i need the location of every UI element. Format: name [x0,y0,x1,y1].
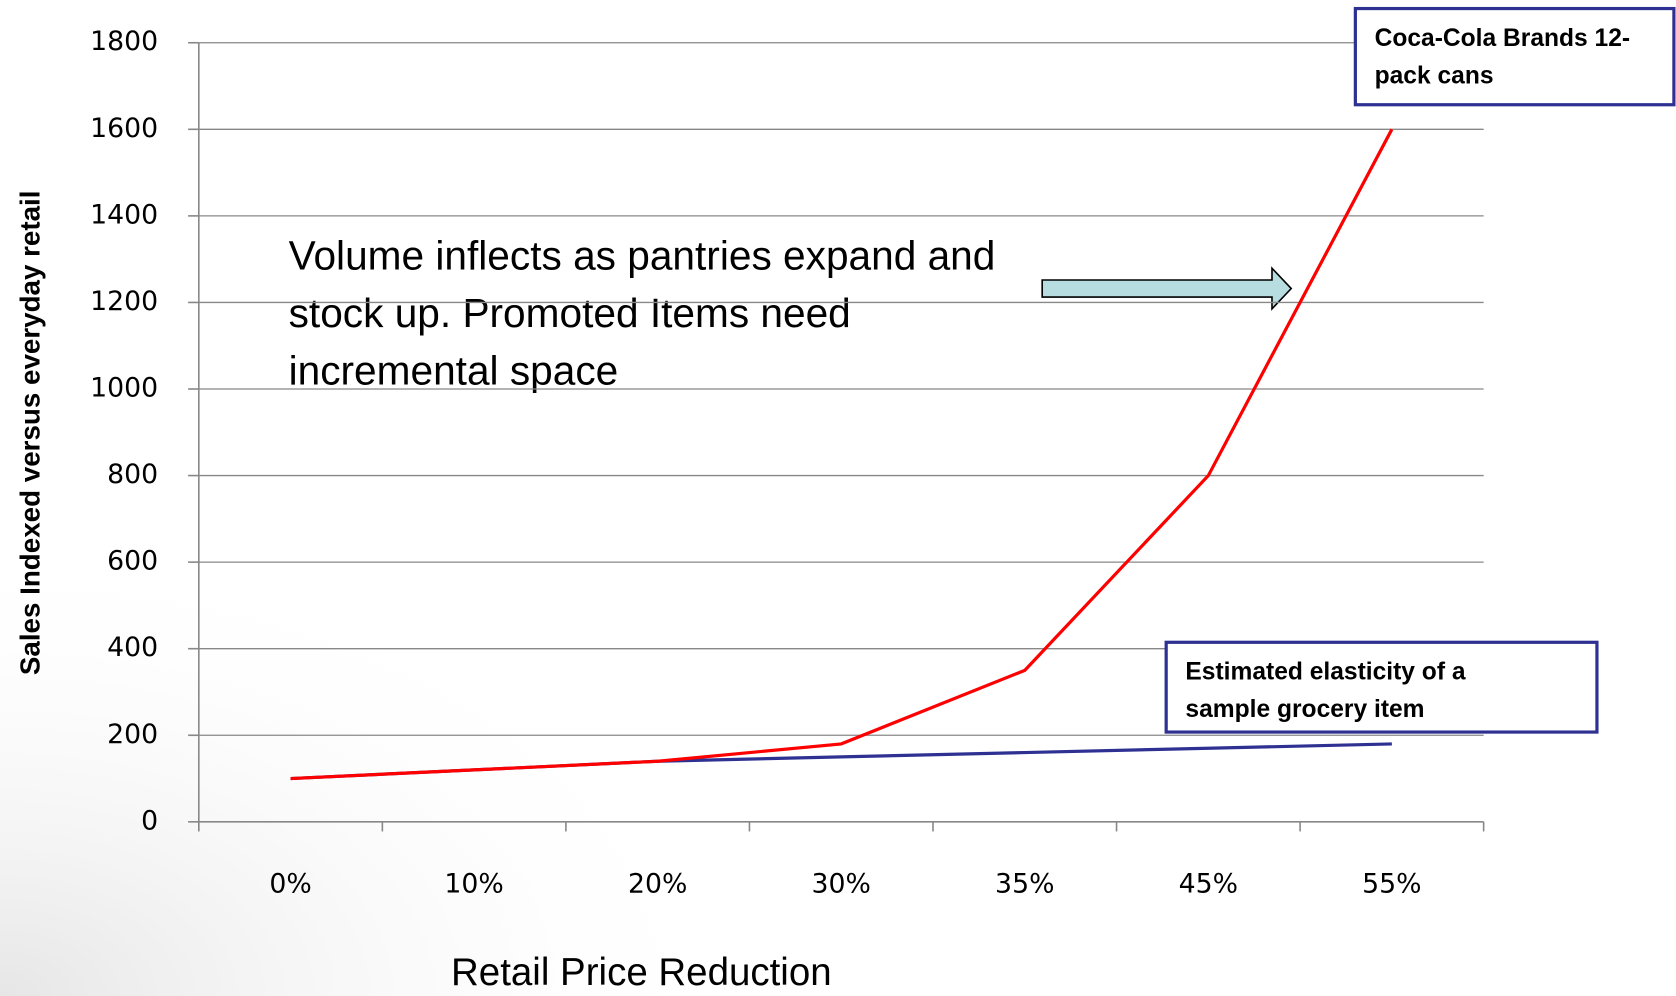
y-tick-label: 200 [107,719,158,750]
annotation: Volume inflects as pantries expand and s… [288,234,996,395]
legend-frame [1353,6,1676,107]
y-tick-label: 1600 [90,113,158,144]
background-swoosh [0,534,749,996]
y-tick-label: 600 [107,546,158,577]
x-tick-label: 35% [995,868,1054,899]
y-tick-label: 1200 [90,286,158,317]
x-axis-title: Retail Price Reduction [451,951,832,994]
annotation-arrow [1041,266,1293,311]
legend-entry: Coca-Cola Brands 12-pack cans [1374,23,1631,89]
y-tick-label: 1400 [90,199,158,230]
y-tick-label: 1000 [90,373,158,404]
y-tick-label: 400 [107,632,158,663]
x-tick-label: 45% [1179,868,1238,899]
plot-root: Retail Price Reduction Sales Indexed ver… [0,6,1676,996]
x-tick-label: 30% [812,868,871,899]
y-tick-label: 1800 [90,26,158,57]
x-tick-label: 0% [269,868,311,899]
legend-entry-box: Coca-Cola Brands 12-pack cans [1374,23,1631,89]
y-tick-label: 0 [141,805,158,836]
legend-frame [1164,640,1599,734]
legend-entry-box: Estimated elasticity of a sample grocery… [1185,657,1466,723]
y-axis-title: Sales Indexed versus everyday retail [14,191,45,676]
line-series [290,128,1394,781]
legend-entry: Estimated elasticity of a sample grocery… [1185,657,1466,723]
y-tick-label: 800 [107,459,158,490]
annotation-box: Volume inflects as pantries expand and s… [288,234,996,395]
x-tick-label: 10% [444,868,503,899]
x-tick-label: 55% [1362,868,1421,899]
x-tick-label: 20% [628,868,687,899]
